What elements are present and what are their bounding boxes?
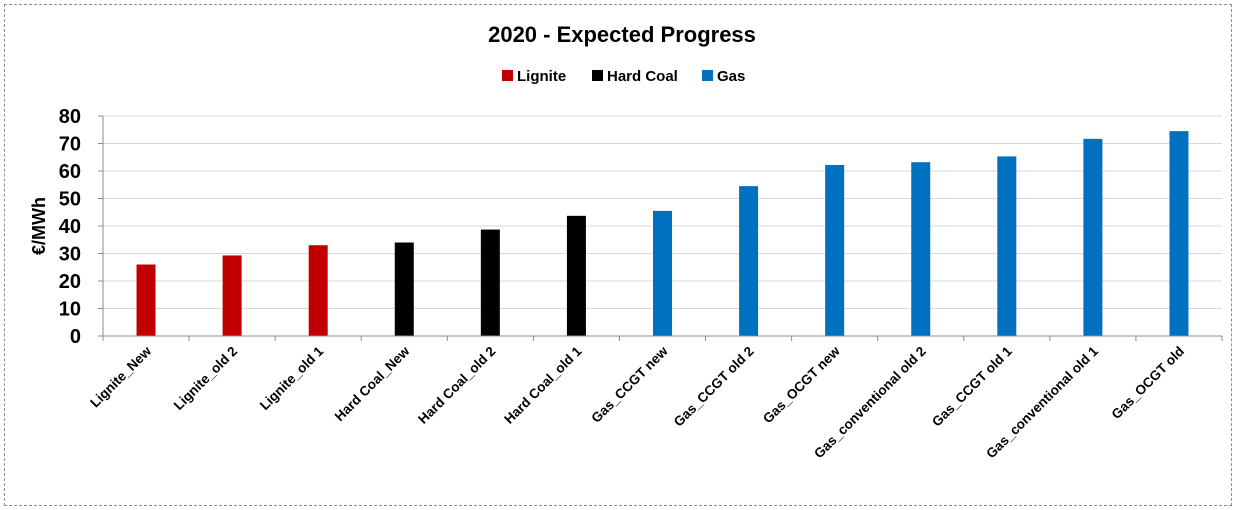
bar <box>566 215 586 336</box>
bar <box>653 210 672 336</box>
x-tick-label: Gas_CCGT new <box>588 343 671 426</box>
y-tick-label: 60 <box>59 161 81 183</box>
x-tick-label: Hard Coal_old 2 <box>415 344 498 427</box>
bar <box>136 264 156 336</box>
x-tick-label: Hard Coal_old 1 <box>501 343 585 427</box>
x-tick-labels: Lignite_New Lignite_old 2 Lignite_old 1 Har… <box>87 343 1187 461</box>
gridlines <box>103 115 1222 309</box>
y-tick-label: 80 <box>59 106 81 128</box>
y-tick-label: 0 <box>70 326 81 348</box>
x-tick-label: Hard Coal_New <box>332 343 413 424</box>
x-tick-label: Gas_OCGT new <box>760 343 843 426</box>
bar <box>394 242 414 336</box>
legend-swatch-gas <box>702 70 713 81</box>
x-tick-label: Lignite_New <box>87 343 154 410</box>
x-tick-label: Gas_CCGT old 2 <box>671 344 757 430</box>
y-tick-label: 20 <box>59 271 81 293</box>
chart-frame <box>4 4 1232 506</box>
y-axis-label: €/MWh <box>29 197 49 255</box>
y-tick-label: 70 <box>59 134 81 156</box>
chart-title: 2020 - Expected Progress <box>488 22 756 47</box>
legend-label-hard-coal: Hard Coal <box>607 68 678 85</box>
legend-swatch-hard-coal <box>592 70 603 81</box>
y-tick-label: 50 <box>59 189 81 211</box>
x-tick-label: Gas_OCGT old <box>1109 344 1188 423</box>
y-tick-labels: 0 10 20 30 40 50 60 70 80 <box>59 106 103 348</box>
bar <box>911 162 931 336</box>
legend-label-gas: Gas <box>717 68 745 85</box>
legend-label-lignite: Lignite <box>517 68 566 85</box>
x-tick-label: Gas_CCGT old 1 <box>929 343 1015 429</box>
bar <box>1083 138 1103 336</box>
bar <box>1169 131 1189 336</box>
legend: Lignite Hard Coal Gas <box>502 68 745 85</box>
y-tick-label: 10 <box>59 299 81 321</box>
y-tick-label: 30 <box>59 244 81 266</box>
legend-swatch-lignite <box>502 70 513 81</box>
bar <box>308 245 328 336</box>
bar <box>739 186 759 336</box>
y-tick-label: 40 <box>59 216 81 238</box>
bar <box>997 156 1017 336</box>
bars <box>136 131 1189 336</box>
bar <box>825 164 845 336</box>
bar <box>480 229 500 336</box>
x-tick-label: Lignite_old 1 <box>257 343 327 413</box>
bar <box>222 255 242 336</box>
x-tick-label: Lignite_old 2 <box>171 344 240 413</box>
